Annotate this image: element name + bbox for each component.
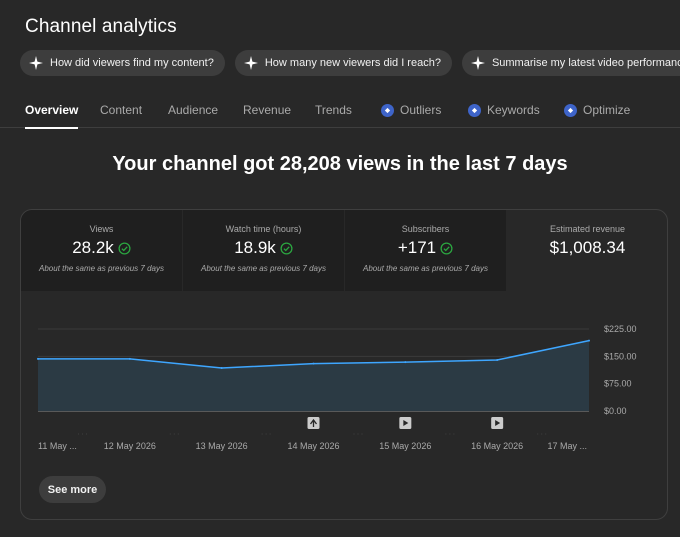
x-tick-label: 11 May ... [38,441,77,451]
data-point [128,357,131,360]
metric-label: Views [89,224,114,234]
chip-label: Summarise my latest video performance [491,57,680,69]
metric-value: +171 [397,238,437,257]
summary-headline: Your channel got 28,208 views in the las… [112,153,568,175]
upload-glyph [309,418,318,427]
x-tick-label: 14 May 2026 [287,441,339,451]
metric-value: 18.9k [234,238,276,257]
data-point [404,361,407,364]
x-tick-label: 13 May 2026 [196,441,248,451]
metric-views[interactable]: Views 28.2k About the same as previous 7… [21,210,182,291]
sparkle-icon [243,56,258,70]
metric-value: $1,008.34 [549,238,626,257]
sparkle-icon [470,56,485,70]
tab-outliers[interactable]: Outliers [381,92,441,128]
page-title: Channel analytics [25,16,177,37]
tab-optimize[interactable]: Optimize [564,92,630,128]
tab-content[interactable]: Content [100,92,142,128]
sparkle-icon [29,56,43,70]
chip-summarise-latest-video[interactable]: Summarise my latest video performance [461,50,680,76]
metric-note: About the same as previous 7 days [201,264,326,273]
chip-label: How did viewers find my content? [50,57,214,69]
data-point [588,339,590,342]
metric-estimated-revenue[interactable]: Estimated revenue $1,008.34 [507,210,667,291]
series-area [38,340,589,411]
tab-revenue[interactable]: Revenue [243,92,291,128]
data-point [496,358,499,361]
ai-badge-icon [564,103,577,117]
metric-note: About the same as previous 7 days [39,264,164,273]
data-point [37,357,39,360]
ai-badge-icon [468,103,481,117]
check-circle-icon [280,241,293,255]
metric-label: Watch time (hours) [225,224,302,234]
y-tick-label: $0.00 [604,406,627,416]
play-glyph [495,420,501,426]
metric-note: About the same as previous 7 days [363,264,488,273]
metric-subscribers[interactable]: Subscribers +171 About the same as previ… [345,210,506,291]
analytics-tabs: Overview Content Audience Revenue Trends… [0,92,680,129]
y-tick-label: $75.00 [604,379,632,389]
chip-viewers-find-content[interactable]: How did viewers find my content? [20,50,225,76]
tab-overview[interactable]: Overview [25,92,79,129]
chip-label: How many new viewers did I reach? [264,57,441,69]
tab-label: Content [100,103,143,117]
metric-cards: Views 28.2k About the same as previous 7… [21,210,667,291]
data-point [312,362,315,365]
x-tick-label: 15 May 2026 [379,441,431,451]
see-more-button[interactable]: See more [39,476,106,503]
tab-audience[interactable]: Audience [168,92,218,128]
x-tick-label: 16 May 2026 [471,441,523,451]
check-circle-icon [440,241,453,255]
metric-label: Estimated revenue [549,224,626,234]
tab-label: Optimize [583,103,631,117]
tab-label: Outliers [400,103,442,117]
metric-value: 28.2k [72,238,114,257]
revenue-chart: $225.00 $150.00 $75.00 $0.00 11 May ... 12 Ma… [37,324,637,451]
metric-watch-time[interactable]: Watch time (hours) 18.9k About the same … [183,210,344,291]
tab-label: Keywords [487,103,540,117]
tab-label: Audience [168,103,219,117]
chip-new-viewers-reach[interactable]: How many new viewers did I reach? [234,50,452,76]
overview-card: Views 28.2k About the same as previous 7… [20,209,668,520]
ai-badge-icon [381,103,394,117]
tab-trends[interactable]: Trends [315,92,352,128]
x-tick-label: 12 May 2026 [104,441,156,451]
check-circle-icon [118,241,131,255]
tab-keywords[interactable]: Keywords [468,92,540,128]
play-glyph [403,420,409,426]
tab-label: Overview [25,103,79,117]
y-tick-label: $225.00 [604,324,637,334]
data-point [220,366,223,369]
tab-label: Trends [315,103,352,117]
suggestion-chips: How did viewers find my content? How man… [20,50,680,76]
metric-label: Subscribers [401,224,450,234]
y-tick-label: $150.00 [604,351,637,361]
tab-label: Revenue [243,103,292,117]
x-tick-label: 17 May ... [547,441,587,451]
